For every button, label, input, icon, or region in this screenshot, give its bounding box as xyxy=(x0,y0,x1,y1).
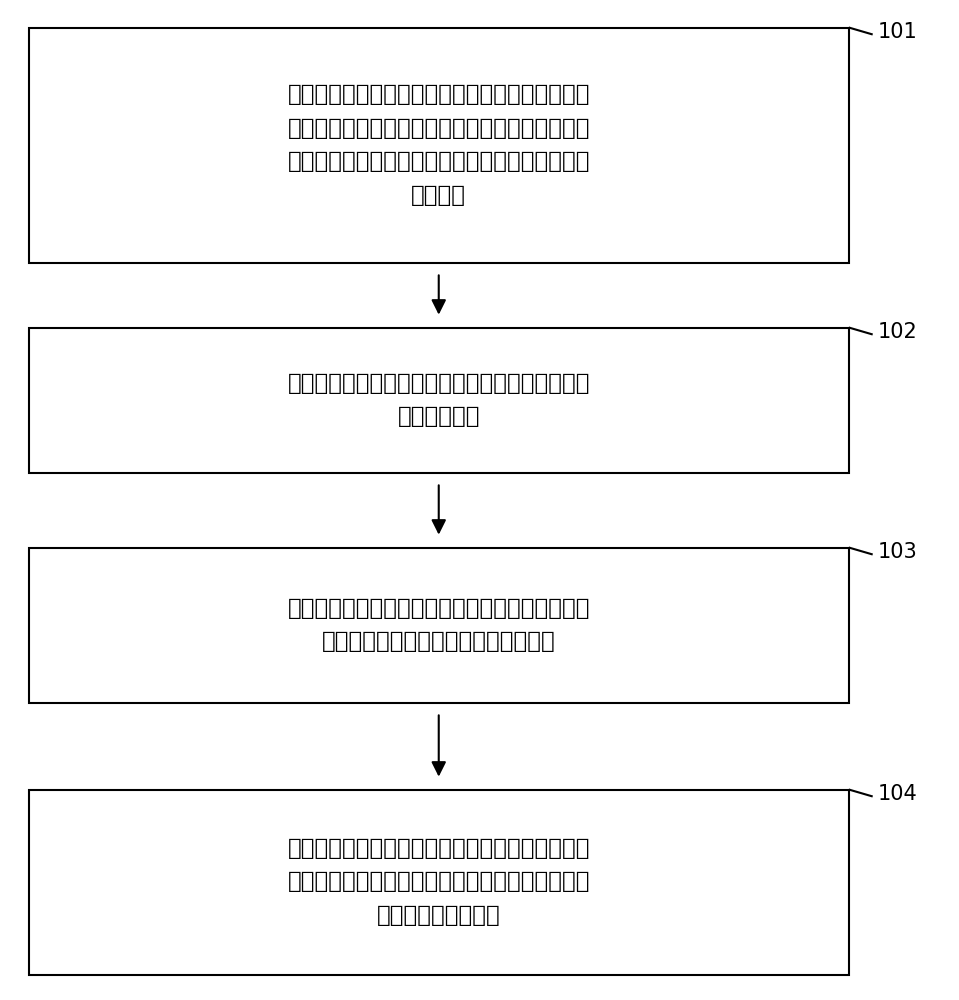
Text: 104: 104 xyxy=(877,784,917,804)
Text: 获取采集车采集的三维激光点云和采集车采集所述
三维激光点云时的轨迹信息，以及三维激光点云的
反射强度信息、高度信息和采集车的轨迹信息中的
高度信息: 获取采集车采集的三维激光点云和采集车采集所述 三维激光点云时的轨迹信息，以及三维… xyxy=(288,83,590,207)
Text: 将所述三维激光点云，以及采集车的轨迹信息投影
到预设平面上: 将所述三维激光点云，以及采集车的轨迹信息投影 到预设平面上 xyxy=(288,372,590,428)
FancyBboxPatch shape xyxy=(29,328,849,473)
FancyBboxPatch shape xyxy=(29,27,849,262)
FancyBboxPatch shape xyxy=(29,548,849,702)
Text: 103: 103 xyxy=(877,542,917,562)
Text: 根据滤波后的三维点云的反射强度信息、高度信息
，以及各点在预设平面上的投影图生成覆盖整个场
景的强度图和高度图: 根据滤波后的三维点云的反射强度信息、高度信息 ，以及各点在预设平面上的投影图生成… xyxy=(288,837,590,927)
Text: 使用采集车的轨迹信息中的高度信息，以及预设关
注的高度范围对所述三维点云进行滤波: 使用采集车的轨迹信息中的高度信息，以及预设关 注的高度范围对所述三维点云进行滤波 xyxy=(288,597,590,653)
Text: 102: 102 xyxy=(877,322,917,342)
FancyBboxPatch shape xyxy=(29,790,849,974)
Text: 101: 101 xyxy=(877,22,917,42)
